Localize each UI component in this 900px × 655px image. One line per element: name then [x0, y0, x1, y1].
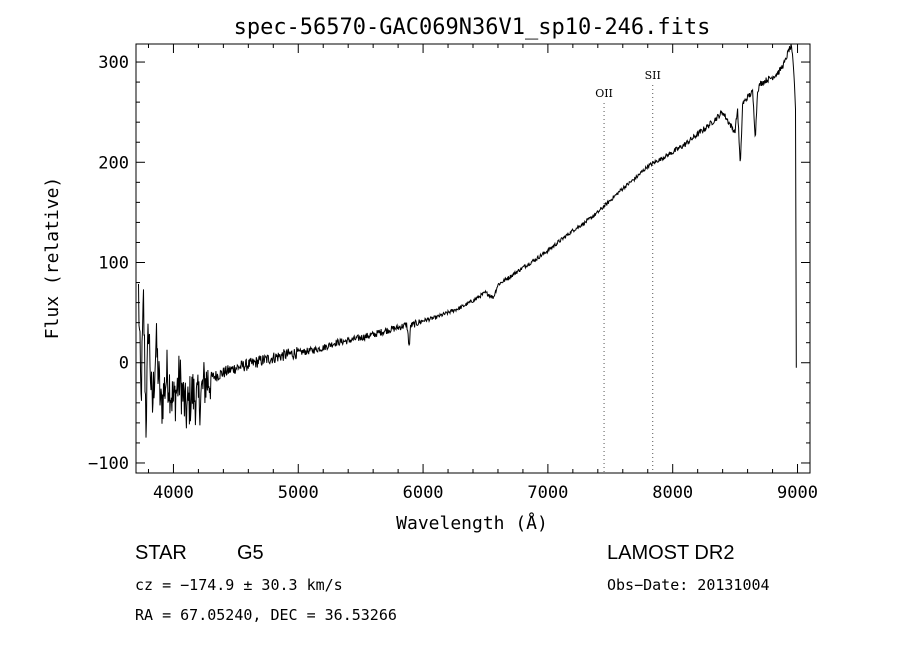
y-tick-label: 300 — [98, 53, 129, 73]
y-tick-label: 200 — [98, 153, 129, 173]
y-ticks: −100 0 100 200 300 — [88, 53, 810, 474]
plot-frame — [135, 43, 811, 474]
line-label-sii: SII — [645, 69, 661, 82]
y-tick-label: 100 — [98, 254, 129, 274]
x-tick-label: 4000 — [153, 483, 194, 503]
object-subclass: G5 — [237, 542, 264, 564]
obs-date-text: Obs−Date: 20131004 — [607, 576, 770, 594]
x-axis-label: Wavelength (Å) — [396, 512, 548, 534]
y-axis-label: Flux (relative) — [42, 177, 63, 340]
x-tick-label: 7000 — [527, 483, 568, 503]
x-ticks: 4000 5000 6000 7000 8000 9000 — [147, 44, 818, 503]
y-tick-label: 0 — [119, 354, 129, 374]
y-tick-label: −100 — [88, 454, 129, 474]
x-tick-label: 9000 — [777, 483, 818, 503]
spectrum-line — [138, 44, 797, 438]
coords-text: RA = 67.05240, DEC = 36.53266 — [135, 606, 397, 624]
survey-name: LAMOST DR2 — [607, 542, 734, 564]
x-tick-label: 8000 — [652, 483, 693, 503]
x-tick-label: 5000 — [278, 483, 319, 503]
object-class: STAR — [135, 542, 187, 564]
chart-title: spec-56570-GAC069N36V1_sp10-246.fits — [234, 15, 711, 40]
line-annotations: OII SII — [595, 69, 661, 473]
redshift-text: cz = −174.9 ± 30.3 km/s — [135, 576, 343, 594]
x-tick-label: 6000 — [403, 483, 444, 503]
line-label-oii: OII — [595, 87, 613, 100]
